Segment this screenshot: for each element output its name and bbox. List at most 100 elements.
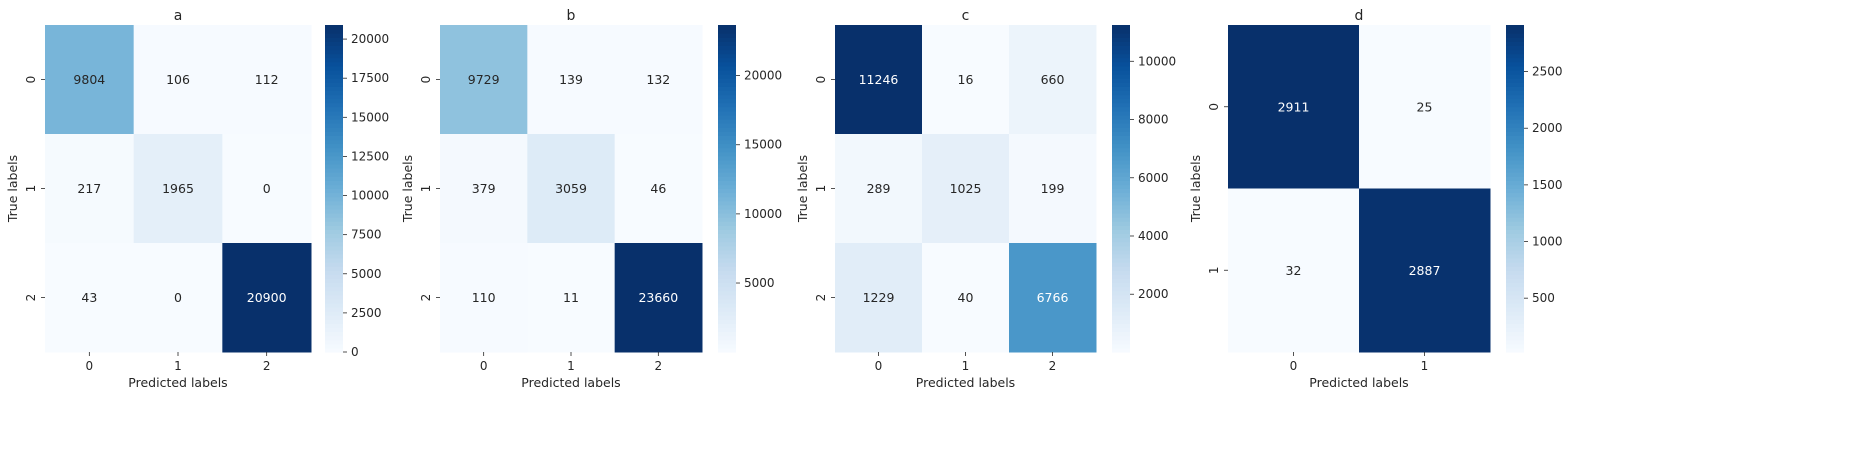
colorbar-segment [718, 257, 736, 263]
colorbar-segment [718, 147, 736, 153]
colorbar-segment [325, 257, 343, 263]
cell-value-label: 6766 [1037, 290, 1069, 305]
colorbar-segment [325, 98, 343, 104]
colorbar-segment [718, 143, 736, 149]
colorbar-segment [718, 274, 736, 280]
colorbar-segment [718, 229, 736, 235]
colorbar-segment [718, 204, 736, 210]
colorbar-segment [325, 274, 343, 280]
heatmap-cell [614, 25, 703, 135]
colorbar-segment [1506, 347, 1524, 353]
colorbar-segment [718, 78, 736, 83]
panel-a: 9804 106 112 217 1965 0 43 0 20900 a 0 1 2 Predicted … [5, 8, 389, 390]
y-axis-label: True labels [5, 155, 20, 223]
heatmap-cell [1359, 188, 1491, 353]
colorbar-tick-label: 10000 [1138, 54, 1176, 68]
colorbar-tick-label: 20000 [351, 32, 389, 46]
colorbar-segment [718, 315, 736, 320]
colorbar-segment [325, 229, 343, 235]
colorbar-segment [1112, 106, 1130, 112]
colorbar-segment [325, 53, 343, 59]
colorbar-segment [1112, 168, 1130, 173]
colorbar-segment [1506, 249, 1524, 255]
colorbar-segment [718, 176, 736, 181]
colorbar-segment [718, 69, 736, 75]
colorbar-segment [718, 74, 736, 79]
x-tick-label: 0 [480, 359, 488, 373]
colorbar-segment [718, 57, 736, 63]
colorbar-segment [1112, 282, 1130, 288]
cell-value-label: 199 [1041, 181, 1065, 196]
colorbar-segment [1112, 221, 1130, 226]
panel-b: 9729 139 132 379 3059 46 110 11 23660 b 0 1 2 Predict… [400, 8, 782, 390]
colorbar-segment [1112, 270, 1130, 275]
colorbar-segment [1506, 119, 1524, 124]
x-tick-label: 1 [174, 359, 182, 373]
panel-title: b [567, 8, 576, 24]
colorbar-segment [325, 347, 343, 353]
colorbar-segment [1506, 225, 1524, 230]
colorbar-segment [1506, 127, 1524, 132]
colorbar-segment [1112, 335, 1130, 341]
heatmap-cell [1228, 188, 1360, 353]
colorbar-segment [1112, 74, 1130, 79]
colorbar-segment [325, 204, 343, 210]
cell-value-label: 2911 [1278, 99, 1310, 114]
colorbar-segment [1112, 159, 1130, 165]
colorbar-segment [1506, 204, 1524, 210]
colorbar-segment [718, 180, 736, 186]
heatmap-cell [835, 134, 923, 244]
heatmap-cell [222, 243, 312, 353]
heatmap-cell [614, 134, 703, 244]
colorbar-segment [1506, 184, 1524, 190]
colorbar-segment [718, 208, 736, 214]
colorbar-segment [1506, 323, 1524, 329]
cell-value-label: 2887 [1409, 263, 1441, 278]
colorbar-tick-label: 1500 [1532, 178, 1563, 192]
colorbar-segment [1112, 127, 1130, 132]
colorbar-segment [325, 339, 343, 345]
colorbar-segment [325, 119, 343, 124]
colorbar-segment [325, 208, 343, 214]
colorbar-segment [325, 139, 343, 145]
colorbar-segment [718, 213, 736, 218]
heatmap-cell [614, 243, 703, 353]
colorbar-segment [718, 168, 736, 173]
colorbar-segment [718, 282, 736, 288]
cell-value-label: 20900 [247, 290, 287, 305]
colorbar-segment [718, 33, 736, 38]
colorbar-segment [1506, 90, 1524, 96]
y-axis-label: True labels [795, 155, 810, 223]
colorbar-segment [718, 327, 736, 333]
colorbar-segment [325, 168, 343, 173]
colorbar-segment [325, 335, 343, 341]
colorbar-segment [1506, 208, 1524, 214]
colorbar-segment [1112, 274, 1130, 280]
colorbar-tick-label: 7500 [351, 228, 382, 242]
colorbar-segment [718, 61, 736, 67]
colorbar-segment [1112, 143, 1130, 149]
colorbar-segment [1112, 155, 1130, 161]
cell-value-label: 1965 [162, 181, 194, 196]
colorbar-segment [718, 119, 736, 124]
x-axis-label: Predicted labels [916, 375, 1015, 390]
colorbar-segment [718, 65, 736, 71]
colorbar-segment [325, 323, 343, 329]
colorbar-segment [1112, 294, 1130, 300]
colorbar-segment [718, 335, 736, 341]
colorbar-segment [1506, 233, 1524, 239]
colorbar-segment [1112, 245, 1130, 251]
colorbar-segment [325, 311, 343, 316]
y-tick-label: 0 [24, 76, 38, 84]
colorbar-segment [1506, 286, 1524, 292]
colorbar-segment [1112, 200, 1130, 206]
x-tick-label: 0 [1290, 359, 1298, 373]
cell-value-label: 0 [174, 290, 182, 305]
colorbar-segment [718, 53, 736, 59]
colorbar-segment [718, 319, 736, 324]
y-tick-label: 2 [419, 294, 433, 302]
colorbar-segment [1112, 331, 1130, 337]
colorbar-segment [325, 307, 343, 312]
colorbar-segment [325, 82, 343, 87]
colorbar-segment [325, 188, 343, 194]
